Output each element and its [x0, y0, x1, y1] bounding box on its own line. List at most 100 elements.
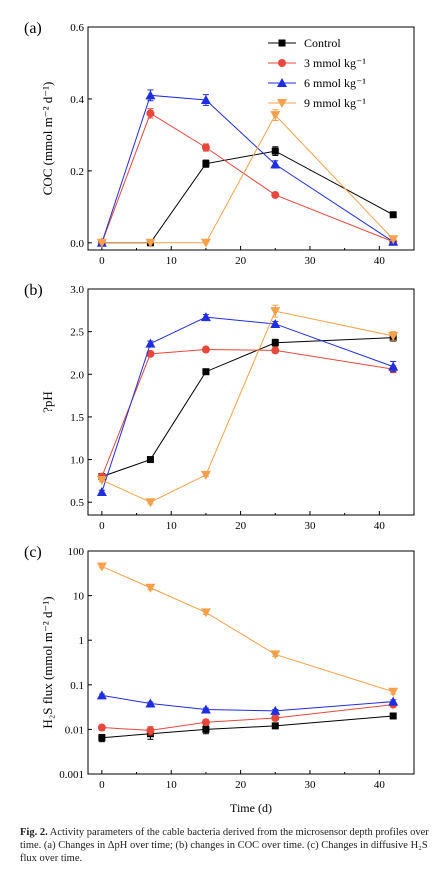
- data-point: [200, 312, 211, 322]
- x-axis-label: Time (d): [230, 801, 272, 815]
- caption-text: Activity parameters of the cable bacteri…: [20, 827, 429, 865]
- series-0: [98, 146, 397, 247]
- y-axis-label: ?pH: [40, 391, 55, 413]
- x-tick-label: 0: [99, 779, 105, 791]
- legend-marker: [278, 59, 286, 67]
- series-0: [98, 333, 397, 481]
- panel-label: (b): [24, 282, 43, 299]
- data-point: [271, 147, 279, 155]
- data-point: [200, 704, 211, 714]
- series-1: [97, 108, 398, 247]
- data-point: [96, 486, 107, 496]
- legend-item: 9 mmol kg⁻¹: [268, 96, 366, 110]
- series-0: [98, 712, 397, 743]
- series-line: [101, 566, 394, 693]
- data-point: [271, 714, 280, 723]
- legend: Control 3 mmol kg⁻¹ 6 mmol kg⁻¹ 9 mmol kg⁻¹: [268, 36, 366, 110]
- legend-label: 6 mmol kg⁻¹: [304, 76, 366, 90]
- series-line: [101, 112, 394, 243]
- series-3: [96, 562, 399, 697]
- data-point: [271, 722, 279, 730]
- series-line: [101, 94, 394, 243]
- y-tick-label: 0.2: [70, 166, 84, 178]
- data-point: [200, 95, 211, 105]
- y-tick-label: 0.01: [65, 724, 84, 736]
- data-point: [96, 562, 107, 572]
- data-point: [202, 160, 210, 168]
- y-tick-label: 0.5: [70, 497, 84, 509]
- y-tick-label: 0.4: [70, 94, 84, 106]
- data-point: [98, 734, 106, 742]
- data-point: [96, 238, 107, 248]
- data-point: [145, 698, 156, 708]
- legend-item: Control: [268, 36, 341, 50]
- x-tick-label: 40: [374, 779, 386, 791]
- panel-label: (c): [24, 544, 42, 561]
- data-point: [145, 498, 156, 508]
- data-point: [146, 349, 155, 358]
- data-point: [270, 307, 281, 317]
- figure: 0 10 20 30 400.00.20.40.6(a)COC (mmol m⁻² d⁻…: [24, 20, 415, 815]
- x-tick-label: 0: [99, 255, 105, 267]
- series-2: [96, 89, 399, 247]
- data-point: [145, 90, 156, 100]
- data-point: [145, 238, 156, 248]
- data-point: [202, 368, 210, 376]
- data-point: [201, 345, 210, 354]
- data-point: [388, 696, 399, 706]
- panel-2: 0 10 20 30 40 0.001 0.01 0.1 1 10 100 (c) H₂S flux (…: [24, 544, 415, 815]
- data-point: [96, 476, 107, 486]
- y-tick-label: 10: [73, 591, 85, 603]
- data-point: [389, 211, 397, 219]
- data-point: [388, 687, 399, 697]
- data-point: [202, 725, 210, 733]
- plot-frame: [87, 288, 415, 516]
- data-point: [388, 361, 399, 371]
- y-tick-label: 1.5: [70, 412, 84, 424]
- data-point: [96, 690, 107, 700]
- data-point: [270, 318, 281, 328]
- panel-0: 0 10 20 30 40 0.0 0.2 0.4 0.6 (a) COC (mmol m⁻² d⁻…: [24, 20, 415, 267]
- y-axis-label: H₂S flux (mmol m⁻² d⁻¹): [40, 596, 55, 728]
- series-2: [96, 312, 399, 496]
- y-tick-label: 0.1: [70, 680, 84, 692]
- x-tick-label: 20: [235, 520, 247, 532]
- x-tick-label: 20: [235, 255, 247, 267]
- data-point: [200, 608, 211, 618]
- y-tick-label: 1: [79, 635, 85, 647]
- y-tick-label: 0.001: [59, 769, 84, 781]
- data-point: [270, 111, 281, 121]
- plot-frame: [87, 550, 415, 775]
- x-tick-label: 30: [304, 520, 316, 532]
- data-point: [271, 339, 279, 347]
- data-point: [271, 346, 280, 355]
- y-tick-label: 1.0: [70, 455, 84, 467]
- x-tick-label: 20: [235, 779, 247, 791]
- data-point: [270, 705, 281, 715]
- y-tick-label: 100: [68, 546, 85, 558]
- legend-item: 3 mmol kg⁻¹: [268, 56, 366, 70]
- x-tick-label: 0: [99, 520, 105, 532]
- figure-caption: Fig. 2. Activity parameters of the cable…: [20, 826, 430, 865]
- x-tick-label: 40: [374, 520, 386, 532]
- data-point: [388, 331, 399, 341]
- series-line: [101, 114, 394, 244]
- data-point: [200, 470, 211, 480]
- data-point: [270, 159, 281, 169]
- panel-label: (a): [24, 20, 42, 37]
- series-2: [96, 690, 399, 715]
- legend-item: 6 mmol kg⁻¹: [268, 76, 366, 90]
- legend-marker: [278, 39, 286, 47]
- data-point: [201, 718, 210, 727]
- data-point: [145, 583, 156, 593]
- legend-marker: [277, 99, 287, 108]
- y-tick-label: 0.0: [70, 238, 84, 250]
- x-tick-label: 10: [166, 255, 178, 267]
- series-line: [101, 316, 394, 493]
- series-line: [101, 694, 394, 712]
- x-tick-label: 10: [166, 779, 178, 791]
- y-tick-label: 3.0: [70, 284, 84, 296]
- series-line: [101, 349, 394, 477]
- caption-label: Fig. 2.: [20, 827, 48, 838]
- data-point: [388, 235, 399, 245]
